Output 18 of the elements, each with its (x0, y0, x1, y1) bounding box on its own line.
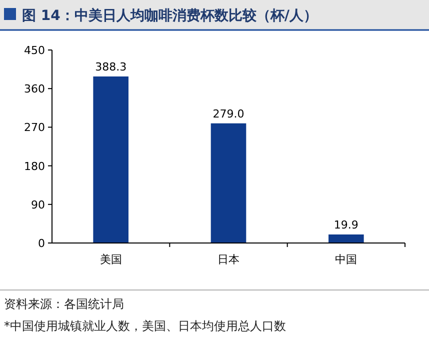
data-label: 388.3 (95, 60, 127, 74)
data-label: 279.0 (212, 107, 244, 120)
bar (93, 76, 128, 243)
x-tick-label: 中国 (335, 253, 358, 266)
bar (328, 234, 364, 243)
text: *中国使用城镇就业人数，美国、日本均使用总人口数 (4, 319, 286, 333)
text: 资料来源：各国统计局 (4, 297, 124, 311)
x-tick-label: 日本 (218, 253, 240, 266)
y-tick-label: 360 (24, 82, 45, 96)
chart-title: 图 14：中美日人均咖啡消费杯数比较（杯/人） (22, 7, 318, 24)
y-tick-label: 450 (24, 44, 45, 57)
y-tick-label: 270 (24, 121, 45, 134)
x-tick-label: 美国 (100, 253, 122, 266)
bar (210, 123, 246, 243)
data-label: 19.9 (334, 218, 358, 232)
y-tick-label: 0 (38, 237, 45, 250)
y-tick-label: 90 (31, 198, 45, 212)
y-tick-label: 180 (24, 160, 45, 173)
